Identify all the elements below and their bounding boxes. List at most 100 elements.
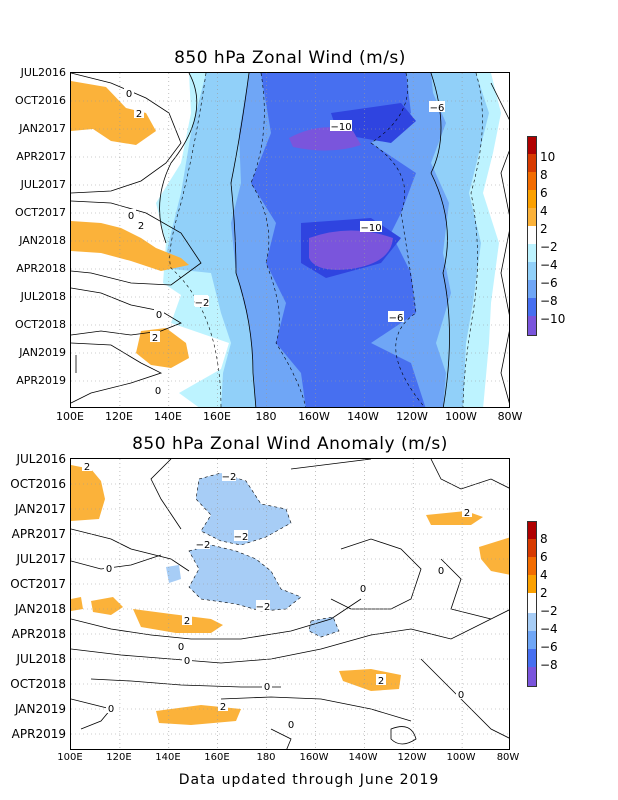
y-tick-label: OCT2018 bbox=[10, 677, 66, 691]
chart-title: 850 hPa Zonal Wind Anomaly (m/s) bbox=[132, 434, 448, 454]
contour-label: 2 bbox=[136, 219, 146, 232]
x-tick-label: 160E bbox=[204, 752, 230, 763]
region-plus2-a bbox=[71, 81, 156, 145]
colorbar bbox=[527, 136, 537, 336]
contour-lines bbox=[71, 73, 509, 407]
contour-label: −10 bbox=[330, 120, 352, 133]
x-tick-label: 80W bbox=[497, 410, 523, 423]
colorbar-label: −4 bbox=[540, 258, 558, 272]
colorbar-cell bbox=[527, 208, 537, 226]
contour-label: −6 bbox=[388, 311, 404, 324]
x-tick-label: 160W bbox=[298, 410, 330, 423]
colorbar-cell bbox=[527, 613, 537, 631]
y-tick-label: JAN2019 bbox=[14, 702, 66, 716]
y-tick-label: JUL2017 bbox=[16, 552, 66, 566]
colorbar-label: −8 bbox=[540, 658, 558, 672]
colorbar-label: −6 bbox=[540, 640, 558, 654]
x-tick-label: 180 bbox=[256, 752, 276, 763]
y-tick-label: OCT2017 bbox=[10, 577, 66, 591]
contour-label: 2 bbox=[376, 674, 386, 687]
x-tick-label: 120W bbox=[396, 410, 428, 423]
svg-text:−2: −2 bbox=[256, 602, 271, 613]
contour-label: 2 bbox=[182, 614, 192, 627]
contour-label: −2 bbox=[234, 530, 248, 543]
colorbar-label: −8 bbox=[540, 294, 558, 308]
svg-text:−2: −2 bbox=[195, 298, 210, 309]
y-tick-label: JAN2018 bbox=[19, 234, 66, 247]
svg-text:2: 2 bbox=[136, 109, 142, 120]
y-tick-label: JAN2018 bbox=[14, 602, 66, 616]
svg-text:0: 0 bbox=[184, 656, 190, 667]
grid-lines bbox=[71, 73, 509, 407]
contour-label: 2 bbox=[150, 331, 160, 344]
svg-text:0: 0 bbox=[264, 682, 270, 693]
y-tick-label: APR2018 bbox=[16, 262, 66, 275]
colorbar-cell bbox=[527, 667, 537, 687]
anomaly-minus2-c bbox=[166, 565, 181, 583]
contour-labels: 0 2 −2 −6 −10 0 2 −10 −2 0 −6 2 0 bbox=[124, 87, 445, 397]
colorbar-cell bbox=[527, 593, 537, 613]
contour-label: 2 bbox=[218, 700, 228, 713]
contour-label: 0 bbox=[124, 87, 134, 100]
svg-text:0: 0 bbox=[458, 690, 464, 701]
colorbar-label: 8 bbox=[540, 532, 548, 546]
heatmap-plot-area: 0 2 −2 −6 −10 0 2 −10 −2 0 −6 2 0 bbox=[70, 72, 510, 408]
colorbar-cell bbox=[527, 172, 537, 190]
colorbar-label: −2 bbox=[540, 604, 558, 618]
x-tick-label: 140W bbox=[348, 752, 378, 763]
svg-text:0: 0 bbox=[438, 566, 444, 577]
y-tick-label: APR2019 bbox=[16, 374, 66, 387]
y-tick-label: JUL2016 bbox=[20, 66, 66, 79]
grid-lines bbox=[71, 459, 509, 749]
svg-text:2: 2 bbox=[464, 508, 470, 519]
y-tick-label: JAN2017 bbox=[14, 502, 66, 516]
anomaly-contour-labels: 2 −2 2 −2 −2 0 −2 0 2 0 0 0 2 0 0 0 2 0 bbox=[82, 460, 472, 731]
colorbar-cell bbox=[527, 631, 537, 649]
contour-label: 0 bbox=[106, 702, 116, 715]
svg-text:−2: −2 bbox=[222, 472, 237, 483]
y-tick-label: JAN2019 bbox=[19, 346, 66, 359]
colorbar-cell bbox=[527, 262, 537, 280]
chart-title: 850 hPa Zonal Wind (m/s) bbox=[174, 48, 406, 68]
x-tick-label: 120W bbox=[397, 752, 427, 763]
x-tick-label: 100W bbox=[445, 410, 477, 423]
contour-label: 0 bbox=[126, 209, 136, 222]
region-minus10-b bbox=[309, 230, 393, 270]
colorbar-label: −4 bbox=[540, 622, 558, 636]
y-tick-label: JUL2018 bbox=[20, 290, 66, 303]
contour-label: 2 bbox=[462, 506, 472, 519]
y-tick-label: APR2017 bbox=[11, 527, 66, 541]
region-minus10-a bbox=[289, 127, 361, 151]
colorbar-label: 10 bbox=[540, 150, 556, 164]
y-tick-label: OCT2017 bbox=[14, 206, 66, 219]
anomaly-plus2-f bbox=[133, 609, 223, 633]
svg-text:−6: −6 bbox=[389, 313, 404, 324]
data-update-note: Data updated through June 2019 bbox=[178, 772, 440, 788]
y-tick-label: APR2018 bbox=[11, 627, 66, 641]
heatmap-field: 0 2 −2 −6 −10 0 2 −10 −2 0 −6 2 0 bbox=[71, 73, 509, 407]
x-tick-label: 160E bbox=[203, 410, 231, 423]
svg-text:0: 0 bbox=[288, 720, 294, 731]
contour-label: 0 bbox=[456, 688, 466, 701]
colorbar-label: 4 bbox=[540, 204, 548, 218]
colorbar-label: 8 bbox=[540, 168, 548, 182]
anomaly-minus2-d bbox=[309, 617, 339, 637]
contour-label: −2 bbox=[222, 470, 237, 483]
anomaly-contour-lines bbox=[71, 459, 509, 749]
colorbar-cell bbox=[527, 244, 537, 262]
svg-text:0: 0 bbox=[106, 564, 112, 575]
colorbar-cell bbox=[527, 280, 537, 298]
colorbar-cell bbox=[527, 226, 537, 244]
contour-label: 0 bbox=[286, 718, 296, 731]
x-tick-label: 180 bbox=[255, 410, 277, 423]
svg-text:2: 2 bbox=[184, 616, 190, 627]
contour-label: 0 bbox=[262, 680, 272, 693]
colorbar-label: 4 bbox=[540, 568, 548, 582]
contour-label: 0 bbox=[154, 308, 164, 321]
x-tick-label: 120E bbox=[105, 410, 133, 423]
contour-label: 0 bbox=[104, 562, 114, 575]
colorbar-cell bbox=[527, 575, 537, 593]
colorbar-label: −10 bbox=[540, 312, 566, 326]
contour-label: 0 bbox=[176, 640, 186, 653]
svg-text:−2: −2 bbox=[196, 540, 211, 551]
